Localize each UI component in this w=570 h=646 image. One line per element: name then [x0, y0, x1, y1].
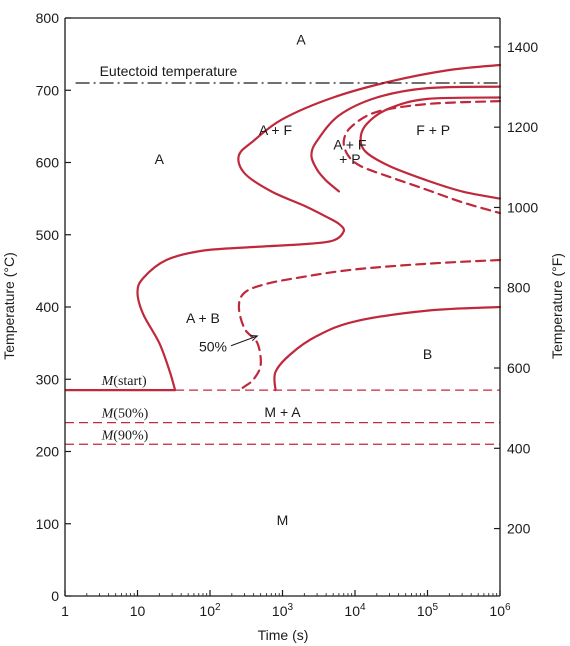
curve-ap-50 — [342, 100, 502, 215]
y-axis-label: Temperature (°C) — [1, 252, 17, 360]
horizontal-lines — [65, 82, 500, 445]
curve-b-finish — [273, 305, 502, 392]
curve-af-start — [136, 63, 502, 392]
label-m-start: M(start) — [101, 374, 147, 389]
label-m-50: M(50%) — [101, 407, 149, 422]
y2-axis-label: Temperature (°F) — [549, 253, 565, 359]
y-tick-label-100: 100 — [36, 516, 60, 532]
y2-tick-label-1200: 1200 — [507, 119, 538, 135]
transformation-curves — [136, 63, 502, 392]
y-tick-label-700: 700 — [36, 82, 60, 98]
label-eutectoid-temperature: Eutectoid temperature — [100, 63, 238, 79]
y2-tick-label-600: 600 — [507, 360, 531, 376]
label-50-percent: 50% — [199, 339, 227, 355]
region-m-a: M + A — [264, 404, 301, 420]
region-m: M — [277, 512, 289, 528]
x-tick-label-1000000: 106 — [489, 602, 511, 619]
x-tick-label-1: 1 — [61, 603, 69, 619]
y2-tick-label-400: 400 — [507, 440, 531, 456]
y-tick-label-800: 800 — [36, 10, 60, 26]
x-tick-label-10: 10 — [130, 603, 146, 619]
region-a-b: A + B — [186, 310, 220, 326]
y-tick-label-0: 0 — [51, 588, 59, 604]
y-tick-label-400: 400 — [36, 299, 60, 315]
chart-text: Time (s) Temperature (°C) Temperature (°… — [1, 10, 565, 643]
y-tick-label-200: 200 — [36, 444, 60, 460]
region-b: B — [423, 346, 432, 362]
label-m-90: M(90%) — [101, 428, 149, 443]
y-tick-label-300: 300 — [36, 371, 60, 387]
curve-fp-finish — [359, 96, 502, 200]
y2-tick-label-1000: 1000 — [507, 199, 538, 215]
y2-tick-label-800: 800 — [507, 280, 531, 296]
y2-tick-label-200: 200 — [507, 521, 531, 537]
x-axis-label: Time (s) — [258, 627, 309, 643]
annotation-arrow-head — [250, 335, 259, 342]
region-f-p: F + P — [416, 122, 450, 138]
region-a-f-p-line1: A + F — [333, 136, 366, 152]
region-a-f-p-line2: + P — [339, 151, 360, 167]
region-a-top: A — [296, 32, 306, 48]
x-tick-label-100: 102 — [199, 602, 221, 619]
region-a-left: A — [155, 151, 165, 167]
annotation-arrow-line — [230, 335, 258, 347]
axes — [64, 17, 501, 597]
x-tick-label-100000: 105 — [417, 602, 439, 619]
curve-b-50 — [237, 258, 502, 392]
region-a-f: A + F — [259, 122, 292, 138]
x-tick-label-10000: 104 — [344, 602, 366, 619]
y-tick-label-600: 600 — [36, 155, 60, 171]
curve-ap-start — [310, 85, 502, 193]
y-tick-label-500: 500 — [36, 227, 60, 243]
y2-tick-label-1400: 1400 — [507, 39, 538, 55]
x-tick-label-1000: 103 — [272, 602, 294, 619]
